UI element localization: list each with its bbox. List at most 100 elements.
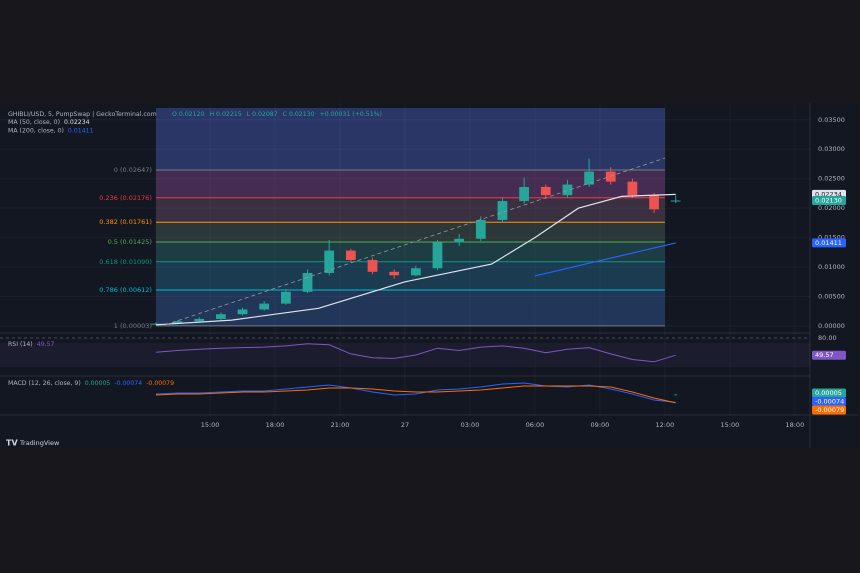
macd-tag: -0.00079 [815,406,844,414]
macd-tag: 0.00005 [815,389,842,397]
fib-label: 0.618 (0.01090) [99,258,152,266]
candle-body [605,171,616,182]
y-tick-label: 0.01000 [818,263,845,271]
rsi-name: RSI (14) [8,341,33,348]
candle-body [497,201,508,220]
fib-band [155,289,665,326]
x-tick-label: 18:00 [785,421,804,429]
candle-body [172,321,183,324]
candle-body [237,309,248,315]
chart-title: GHIBLI/USD, 5, PumpSwap | GeckoTerminal.… [8,111,157,118]
candle-body [540,186,551,196]
candle-body [367,260,378,272]
macd-tag: -0.00074 [815,398,844,406]
rsi-band [0,343,810,367]
rsi-tag: 49.57 [815,351,834,359]
candle-body [475,219,486,239]
close-price-tag-box [812,196,846,206]
y-tick-label: 0.01500 [818,234,845,242]
rsi-value: 49.57 [37,341,55,348]
macd-value: -0.00079 [146,380,174,387]
ohlc-value: L 0.02087 [247,111,278,118]
ohlc-value: +0.00031 (+0.51%) [320,111,382,118]
macd-line [155,385,676,404]
y-tick-label: 0.03500 [818,116,845,124]
y-tick-label: 0.02000 [818,204,845,212]
fib-band [155,222,665,243]
x-tick-label: 15:00 [720,421,739,429]
ma-price-tag-box [812,238,846,248]
candle-body [302,272,313,292]
x-tick-label: 03:00 [461,421,480,429]
rsi-tick-label: 80.00 [818,334,837,342]
fib-band [155,261,665,290]
x-tick-label: 27 [401,421,409,429]
candle-body [345,250,356,261]
candle-body [281,291,291,304]
macd-value: -0.00074 [114,380,142,387]
y-tick-label: 0.00000 [818,322,845,330]
candle-body [389,271,400,276]
legend-value: 0.02234 [64,119,90,126]
legend-value: 0.01411 [68,128,94,135]
fib-label: 0.382 (0.01761) [99,218,152,226]
fib-band [155,242,665,262]
macd-name: MACD (12, 26, close, 9) [8,380,81,387]
x-tick-label: 15:00 [201,421,220,429]
candle-body [410,268,421,276]
fib-label: 0 (0.02647) [114,166,152,174]
fib-label: 1 (0.00003) [114,322,152,330]
macd-tag-box [812,405,846,415]
moving-average-line [534,242,676,277]
legend-entry: MA (200, close, 0) [8,128,64,135]
candle-body [194,318,205,322]
ohlc-value: C 0.02130 [283,111,315,118]
candle-body [454,238,465,243]
plot-area [0,103,810,415]
rsi-line [155,343,676,363]
candle-body [584,171,594,185]
x-tick-label: 06:00 [526,421,545,429]
rsi-tag-box [812,350,846,360]
moving-average-line [155,193,676,326]
x-tick-label: 21:00 [331,421,350,429]
fib-label: 0.5 (0.01425) [108,238,152,246]
candle-body [432,242,443,269]
macd-line [155,382,676,403]
fib-band [155,197,665,223]
candle-body [216,314,226,319]
legend-entry: MA (50, close, 0) [8,119,60,126]
ma-price-tag: 0.01411 [815,239,842,247]
candle-body [259,303,270,310]
candle-body [519,186,529,202]
y-tick-label: 0.03000 [818,145,845,153]
fib-band [155,170,665,198]
trend-line [164,157,666,326]
ma-price-tag: 0.02234 [815,190,842,198]
x-tick-label: 09:00 [591,421,610,429]
x-tick-label: 12:00 [656,421,675,429]
brand: TradingView [19,439,60,447]
candle-body [627,181,638,196]
brand-logo: TV [6,439,18,448]
macd-value: 0.00005 [85,380,111,387]
fib-band [155,108,665,171]
fib-label: 0.236 (0.02176) [99,194,152,202]
y-tick-label: 0.00500 [818,293,845,301]
x-tick-label: 18:00 [266,421,285,429]
candle-body [324,250,335,273]
ohlc-value: H 0.02215 [209,111,241,118]
ohlc-value: O 0.02120 [172,111,204,118]
macd-tag-box [812,388,846,398]
candle-body [562,184,573,196]
candle-body [649,195,659,210]
candle-body [670,200,681,202]
macd-histogram-bar [674,394,678,396]
fib-label: 0.786 (0.00612) [99,286,152,294]
candle-body [151,323,161,325]
y-tick-label: 0.02500 [818,175,845,183]
macd-tag-box [812,397,846,406]
close-price-tag: 0.02130 [815,197,842,205]
